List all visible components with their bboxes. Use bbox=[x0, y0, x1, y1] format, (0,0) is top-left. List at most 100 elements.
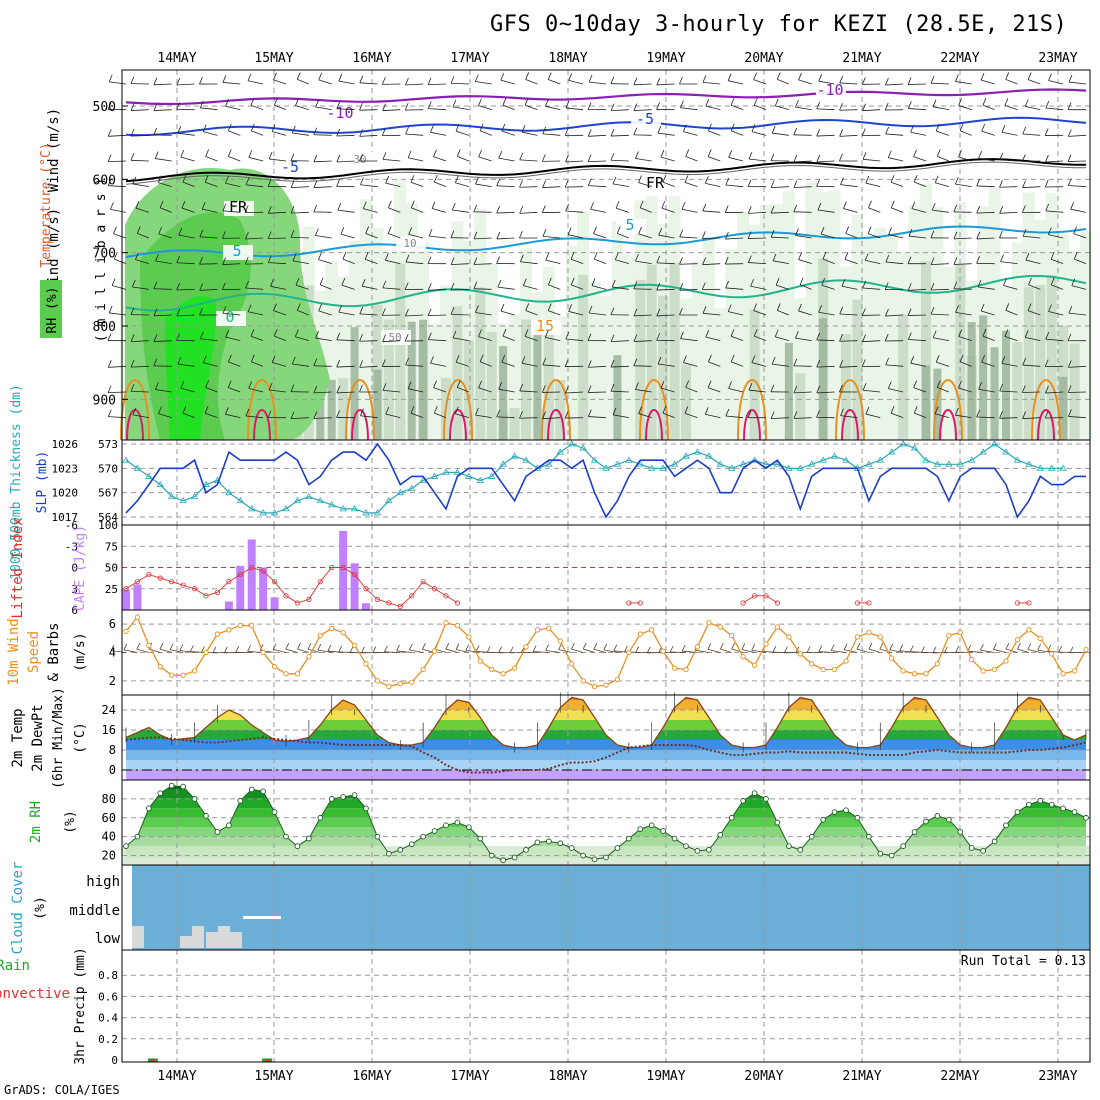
wind-barb-flag bbox=[541, 385, 546, 393]
wind-barb bbox=[318, 79, 332, 85]
wind-barb bbox=[708, 130, 721, 136]
surface-wind-barb bbox=[169, 649, 184, 653]
wind-speed-point bbox=[1037, 635, 1043, 641]
cloud-level-high: high bbox=[86, 874, 120, 890]
wind-barb-flag bbox=[520, 254, 524, 262]
rh-shade-mid bbox=[1012, 342, 1023, 440]
wind-barb-flag bbox=[702, 203, 707, 212]
pressure-tick: 900 bbox=[93, 393, 116, 408]
wind-barb-flag bbox=[427, 332, 432, 340]
contour-label: 5 bbox=[232, 242, 241, 260]
rh-point bbox=[123, 843, 129, 849]
wind-barb bbox=[798, 259, 812, 265]
wind-barb bbox=[777, 79, 790, 85]
wind-speed-point bbox=[1003, 658, 1009, 664]
rh-point bbox=[317, 814, 324, 821]
wind-speed-point bbox=[523, 644, 529, 650]
ylabel-wind: Wind (m/s) bbox=[46, 108, 62, 192]
wind-barb bbox=[959, 130, 972, 136]
wind-barb-flag bbox=[890, 175, 895, 183]
wind-barb bbox=[1022, 417, 1041, 420]
wind-barb bbox=[589, 81, 607, 85]
rh-point bbox=[580, 852, 586, 859]
wind-barb bbox=[315, 106, 332, 111]
surface-wind-barb bbox=[465, 649, 481, 653]
wind-barb-flag bbox=[452, 330, 457, 339]
wind-barb bbox=[359, 82, 378, 85]
wind-barb bbox=[593, 233, 607, 239]
wind-barb bbox=[411, 207, 424, 213]
date-label-bottom: 17MAY bbox=[450, 1069, 489, 1084]
surface-wind-barb-flag bbox=[1058, 645, 1062, 653]
rh-point bbox=[831, 809, 838, 815]
run-total: Run Total = 0.13 bbox=[961, 954, 1086, 969]
wind-barb-flag bbox=[548, 277, 552, 285]
wind-barb-flag bbox=[564, 128, 569, 136]
wind-barb bbox=[1068, 134, 1087, 137]
lifted-index-point bbox=[740, 600, 746, 606]
wind-barb-flag bbox=[359, 75, 364, 83]
wind-barb bbox=[611, 390, 629, 393]
wind-barb bbox=[545, 336, 561, 342]
thickness-point bbox=[442, 468, 450, 475]
wind-barb-flag bbox=[1022, 180, 1026, 188]
precip-tick: 0 bbox=[111, 1054, 118, 1067]
wind-barb-flag bbox=[496, 256, 500, 264]
wind-barb bbox=[953, 288, 972, 290]
wind-barb-flag bbox=[1021, 385, 1026, 393]
wind-barb bbox=[132, 286, 149, 290]
wind-barb bbox=[571, 284, 584, 290]
temp-contour-warm bbox=[247, 379, 277, 441]
wind-barb-flag bbox=[199, 229, 204, 237]
wind-barb-flag bbox=[1044, 128, 1049, 136]
wind-barb-flag bbox=[475, 176, 479, 185]
wind-barb-flag bbox=[250, 98, 255, 106]
wind-barb bbox=[976, 211, 995, 214]
rh-shade-mid bbox=[463, 340, 474, 440]
wind-barb-flag bbox=[770, 153, 775, 161]
low-cloud-block bbox=[132, 926, 144, 948]
wind-barb bbox=[817, 209, 835, 213]
date-label-top: 15MAY bbox=[254, 51, 293, 66]
rh-point bbox=[797, 847, 804, 853]
wind-barb-flag bbox=[405, 254, 410, 263]
wind-barb-flag bbox=[774, 329, 779, 337]
wind-barb-flag bbox=[564, 410, 569, 419]
temp-tick: 24 bbox=[102, 703, 116, 717]
wind-speed-point bbox=[249, 622, 255, 629]
wind-barb bbox=[748, 262, 767, 265]
surface-wind-barb-flag bbox=[613, 644, 618, 651]
wind-speed-point bbox=[489, 666, 495, 673]
wind-barb-flag bbox=[542, 357, 547, 366]
rh-point bbox=[877, 850, 884, 857]
temp-contour-hot bbox=[743, 409, 761, 441]
lifted-index-point bbox=[340, 564, 346, 571]
li-tick: 6 bbox=[71, 604, 78, 617]
wind-barb bbox=[498, 157, 515, 162]
wind-barb bbox=[222, 82, 241, 85]
wind-barb bbox=[908, 314, 927, 316]
ylabel-temperature: Temperature (°C) bbox=[39, 142, 54, 267]
thickness-point bbox=[282, 505, 290, 512]
wind-speed-point bbox=[591, 683, 598, 690]
surface-wind-barb bbox=[879, 648, 892, 653]
wind-barb-flag bbox=[771, 356, 776, 365]
wind-barb-flag bbox=[474, 74, 479, 82]
wind-barb-flag bbox=[450, 307, 455, 315]
wind-barb-flag bbox=[861, 359, 866, 367]
rh-shade-dark bbox=[373, 369, 382, 440]
wind-barb bbox=[1050, 258, 1064, 265]
rh-shade-light bbox=[428, 323, 441, 440]
wind-barb-flag bbox=[727, 73, 732, 81]
wind-barb-flag bbox=[1001, 125, 1006, 133]
contour-label-bg bbox=[223, 245, 253, 260]
wind-barb bbox=[839, 313, 858, 316]
wind-barb bbox=[338, 80, 355, 85]
wind-barb-flag bbox=[816, 101, 821, 110]
wind-speed-point bbox=[374, 678, 381, 684]
wind-speed-point bbox=[614, 676, 621, 683]
wind-barb bbox=[914, 412, 927, 419]
wind-barb-flag bbox=[199, 331, 204, 339]
wind-barb bbox=[182, 412, 195, 419]
date-label-bottom: 22MAY bbox=[940, 1069, 979, 1084]
